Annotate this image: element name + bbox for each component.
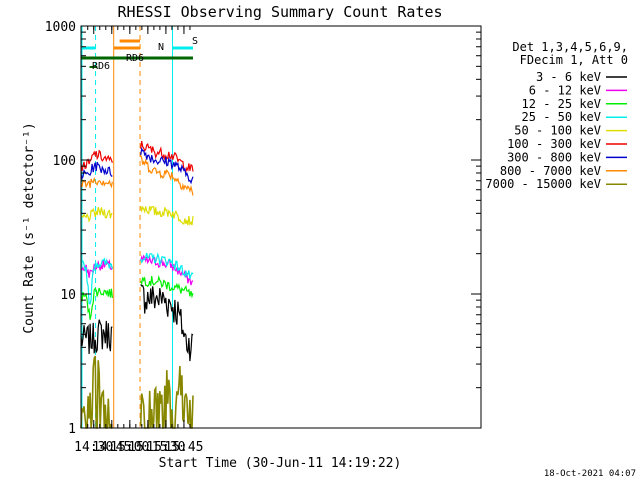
x-tick-label: 15:45	[164, 440, 203, 455]
series-line	[80, 319, 113, 355]
series-line	[140, 252, 194, 279]
x-tick-label: 14:30	[74, 440, 113, 455]
legend-label: 50 - 100 keV	[514, 124, 601, 138]
series-line	[140, 274, 194, 299]
x-tick-label: 15:00	[110, 440, 149, 455]
legend-label: 7000 - 15000 keV	[485, 177, 601, 191]
legend-label: 3 - 6 keV	[536, 70, 601, 84]
series-line	[80, 207, 113, 223]
series-line	[140, 284, 194, 362]
series-line	[80, 287, 113, 320]
legend: Det 1,3,4,5,6,9,FDecim 1, Att 0 3 - 6 keV…	[485, 40, 628, 191]
series-line	[80, 149, 113, 172]
series-line	[140, 155, 194, 196]
legend-label: 800 - 7000 keV	[500, 164, 601, 178]
legend-label: 100 - 300 keV	[507, 137, 601, 151]
legend-header: FDecim 1, Att 0	[520, 53, 628, 67]
series-line	[140, 205, 194, 226]
annotation-label: N	[158, 42, 164, 53]
y-axis-label: Count Rate (s⁻¹ detector⁻¹)	[22, 122, 37, 333]
series-line	[80, 161, 113, 181]
y-tick-label: 100	[53, 154, 76, 169]
x-axis-label: Start Time (30-Jun-11 14:19:22)	[159, 456, 402, 471]
series-line	[140, 146, 194, 185]
annotation-label: S	[192, 36, 198, 47]
y-tick-label: 1000	[45, 20, 76, 35]
legend-label: 300 - 800 keV	[507, 150, 601, 164]
legend-label: 6 - 12 keV	[529, 83, 601, 97]
y-tick-label: 10	[60, 288, 76, 303]
chart-title: RHESSI Observing Summary Count Rates	[117, 3, 442, 21]
x-tick-label: 15:30	[146, 440, 185, 455]
plot-frame	[80, 25, 482, 429]
y-tick-label: 1	[68, 422, 76, 437]
legend-label: 25 - 50 keV	[522, 110, 601, 124]
series-line	[139, 365, 194, 429]
x-tick-label: 14:45	[92, 440, 131, 455]
legend-header: Det 1,3,4,5,6,9,	[512, 40, 628, 54]
footer-date: 18-Oct-2021 04:07	[544, 469, 636, 479]
series-line	[140, 254, 194, 286]
plot-area: N S RD6 RD6	[80, 26, 198, 429]
series-line	[80, 257, 113, 305]
annotation-label: RD6	[126, 53, 144, 64]
series-line	[80, 176, 113, 189]
x-tick-label: 15:15	[128, 440, 167, 455]
annotation-label: RD6	[92, 61, 110, 72]
legend-label: 12 - 25 keV	[522, 97, 601, 111]
